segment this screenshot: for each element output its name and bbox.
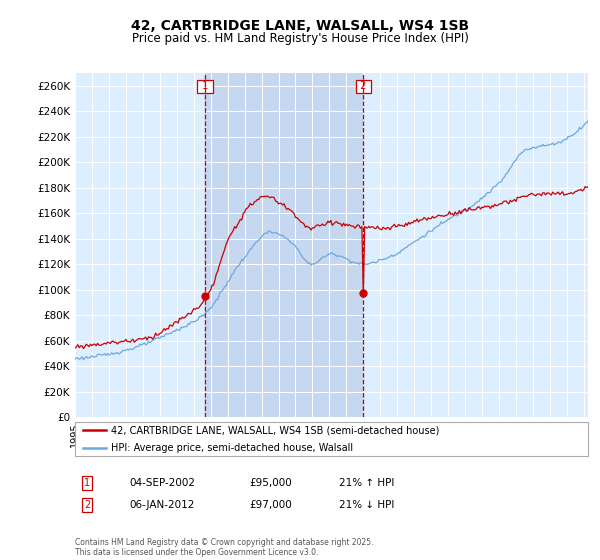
Text: HPI: Average price, semi-detached house, Walsall: HPI: Average price, semi-detached house,…: [111, 443, 353, 452]
Text: £97,000: £97,000: [249, 500, 292, 510]
Text: 06-JAN-2012: 06-JAN-2012: [129, 500, 194, 510]
Bar: [205, 73, 363, 417]
Text: 2: 2: [357, 81, 370, 91]
Text: 42, CARTBRIDGE LANE, WALSALL, WS4 1SB (semi-detached house): 42, CARTBRIDGE LANE, WALSALL, WS4 1SB (s…: [111, 426, 439, 435]
FancyBboxPatch shape: [75, 422, 588, 456]
Text: 42, CARTBRIDGE LANE, WALSALL, WS4 1SB: 42, CARTBRIDGE LANE, WALSALL, WS4 1SB: [131, 20, 469, 34]
Text: 04-SEP-2002: 04-SEP-2002: [129, 478, 195, 488]
Text: Price paid vs. HM Land Registry's House Price Index (HPI): Price paid vs. HM Land Registry's House …: [131, 31, 469, 45]
Text: 1: 1: [199, 81, 211, 91]
Text: 21% ↑ HPI: 21% ↑ HPI: [339, 478, 394, 488]
Text: Contains HM Land Registry data © Crown copyright and database right 2025.
This d: Contains HM Land Registry data © Crown c…: [75, 538, 373, 557]
Text: 21% ↓ HPI: 21% ↓ HPI: [339, 500, 394, 510]
Text: 2: 2: [84, 500, 90, 510]
Text: 1: 1: [84, 478, 90, 488]
Text: £95,000: £95,000: [249, 478, 292, 488]
